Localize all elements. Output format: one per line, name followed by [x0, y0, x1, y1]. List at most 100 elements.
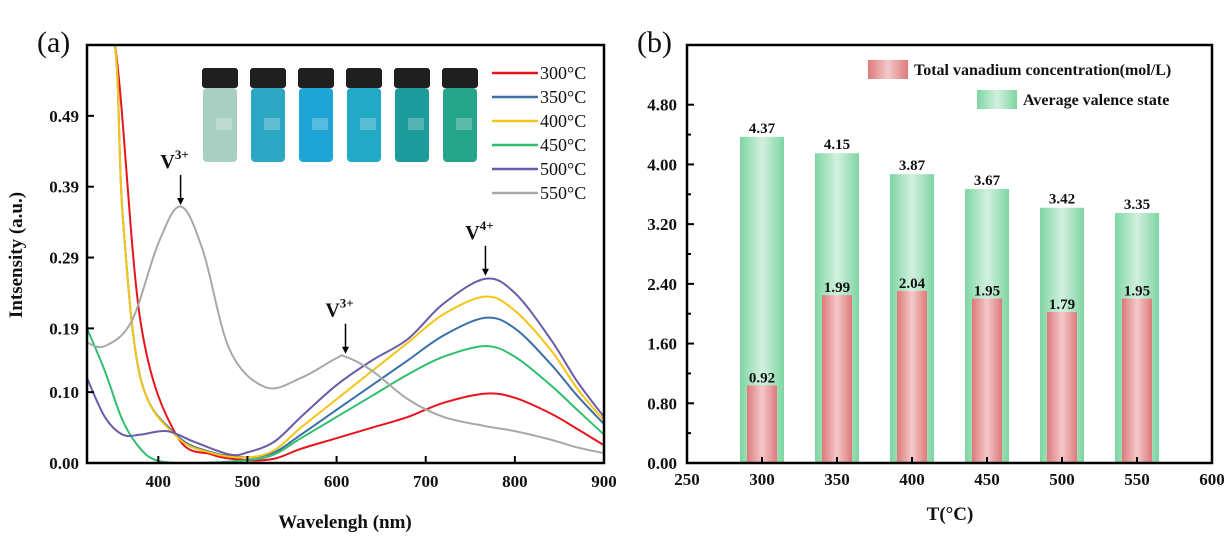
panel-label-a: (a) — [37, 26, 70, 59]
arrow-head-icon — [481, 268, 489, 276]
y-tick-label: 0.49 — [49, 107, 79, 126]
arrow-head-icon — [177, 197, 185, 205]
vial — [298, 68, 334, 162]
vial-body — [299, 88, 333, 162]
data-label-vanadium: 0.92 — [749, 370, 775, 386]
x-tick-label: 400 — [146, 472, 172, 491]
panel-b: (b) 4.37 0.92 4.15 1.99 3.87 2.04 3.67 1.95 3.42… — [637, 26, 1225, 525]
x-axis-label-b: T(°C) — [927, 504, 974, 525]
data-label-valence: 3.42 — [1049, 192, 1075, 208]
panel-a: (a) 400 500 600 700 800 900 0.00 0.10 0.19 0.29 0… — [6, 26, 617, 533]
y-tick-label: 3.20 — [647, 215, 677, 234]
vial-cap — [442, 68, 478, 88]
vial-reflection — [408, 118, 424, 130]
y-tick-label: 0.00 — [49, 454, 79, 473]
x-tick-label: 600 — [1199, 470, 1225, 489]
peak-annotation: V3+ — [160, 147, 189, 205]
vial-cap — [250, 68, 286, 88]
vial-body — [443, 88, 477, 162]
y-tick-label: 0.10 — [49, 383, 79, 402]
series-line-500c — [87, 277, 604, 457]
bar-group-500: 3.42 1.79 — [1040, 192, 1084, 463]
vial — [442, 68, 478, 162]
x-tick-label: 900 — [591, 472, 617, 491]
legend-label-valence: Average valence state — [1023, 92, 1169, 109]
vial-reflection — [360, 118, 376, 130]
x-tick-label: 550 — [1124, 470, 1150, 489]
bar-total-vanadium — [747, 385, 777, 463]
bar-group-350: 4.15 1.99 — [815, 137, 859, 463]
legend-label: 350°C — [540, 87, 586, 107]
series-line-450c — [87, 328, 604, 463]
data-label-vanadium: 2.04 — [899, 276, 926, 292]
x-tick-label: 300 — [749, 470, 775, 489]
vial — [346, 68, 382, 162]
vial-cap — [346, 68, 382, 88]
vial-cap — [298, 68, 334, 88]
x-tick-label: 800 — [502, 472, 528, 491]
legend-label: 400°C — [540, 111, 586, 131]
x-tick-label: 400 — [899, 470, 925, 489]
legend-swatch-vanadium — [868, 60, 908, 79]
bar-total-vanadium — [822, 295, 852, 463]
data-label-valence: 3.87 — [899, 158, 926, 174]
x-tick-label: 500 — [235, 472, 261, 491]
data-label-vanadium: 1.79 — [1049, 297, 1075, 313]
bar-total-vanadium — [1122, 298, 1152, 463]
vial-body — [395, 88, 429, 162]
y-tick-label: 0.80 — [647, 394, 677, 413]
vial-body — [347, 88, 381, 162]
y-tick-label: 0.19 — [49, 319, 79, 338]
peak-annotation: V3+ — [325, 296, 354, 354]
vial-body — [251, 88, 285, 162]
y-tick-label: 0.00 — [647, 454, 677, 473]
legend-a: 300°C 350°C 400°C 450°C 500°C 550°C — [492, 63, 586, 203]
vial — [202, 68, 238, 162]
x-axis-label-a: Wavelengh (nm) — [278, 512, 412, 533]
bar-total-vanadium — [972, 298, 1002, 463]
y-tick-label: 0.39 — [49, 178, 79, 197]
bar-group-550: 3.35 1.95 — [1115, 197, 1159, 463]
y-tick-label: 4.80 — [647, 96, 677, 115]
data-label-vanadium: 1.99 — [824, 280, 850, 296]
vials-photo-inset — [202, 68, 478, 162]
peak-label: V3+ — [160, 147, 188, 173]
vial — [394, 68, 430, 162]
data-label-valence: 4.15 — [824, 137, 850, 153]
y-axis-label-a: Intsensity (a.u.) — [6, 192, 27, 318]
y-tick-label: 4.00 — [647, 155, 677, 174]
vial-reflection — [264, 118, 280, 130]
legend-label: 450°C — [540, 135, 586, 155]
bar-group-450: 3.67 1.95 — [965, 173, 1009, 463]
bar-total-vanadium — [1047, 312, 1077, 463]
legend-label: 550°C — [540, 183, 586, 203]
legend-b: Total vanadium concentration(mol/L) Avera… — [868, 60, 1171, 109]
data-label-vanadium: 1.95 — [1124, 284, 1150, 300]
series-line-400c — [113, 45, 604, 459]
vial-body — [203, 88, 237, 162]
y-tick-label: 1.60 — [647, 335, 677, 354]
x-tick-label: 350 — [824, 470, 850, 489]
legend-swatch-valence — [977, 90, 1017, 109]
bar-group-400: 3.87 2.04 — [890, 158, 934, 463]
legend-label: 300°C — [540, 63, 586, 83]
peak-label: V3+ — [325, 296, 353, 322]
bar-total-vanadium — [897, 290, 927, 463]
legend-label-vanadium: Total vanadium concentration(mol/L) — [914, 62, 1171, 79]
x-tick-label: 600 — [324, 472, 350, 491]
vial-reflection — [312, 118, 328, 130]
vial-reflection — [216, 118, 232, 130]
x-tick-label: 450 — [974, 470, 1000, 489]
vial — [250, 68, 286, 162]
y-tick-label: 2.40 — [647, 275, 677, 294]
vial-cap — [202, 68, 238, 88]
series-line-300c — [113, 45, 604, 462]
series-line-550c — [87, 205, 604, 455]
x-tick-label: 250 — [674, 470, 700, 489]
plot-frame-a — [85, 43, 606, 465]
data-label-vanadium: 1.95 — [974, 284, 1000, 300]
vial-cap — [394, 68, 430, 88]
y-tick-label: 0.29 — [49, 249, 79, 268]
vial-reflection — [456, 118, 472, 130]
